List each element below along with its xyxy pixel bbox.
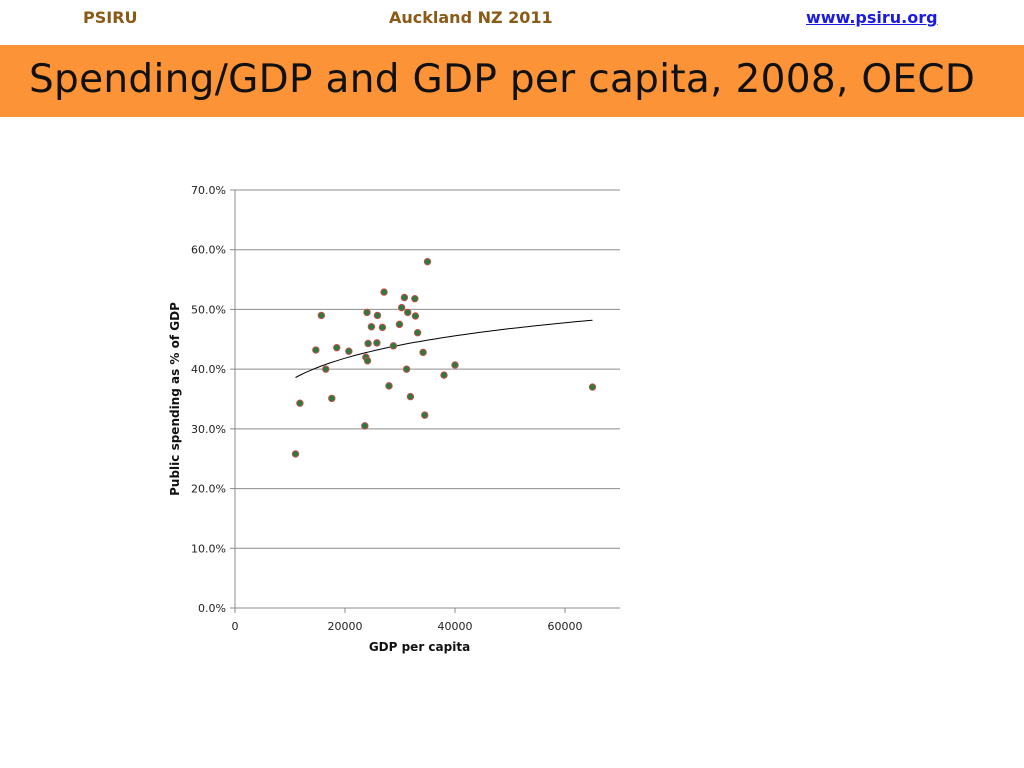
header-bar: PSIRU Auckland NZ 2011 www.psiru.org [0, 0, 1024, 38]
data-point [440, 371, 448, 379]
y-tick-label: 20.0% [191, 483, 226, 496]
title-bar: Spending/GDP and GDP per capita, 2008, O… [0, 45, 1024, 117]
data-point [421, 411, 429, 419]
data-point [389, 342, 398, 350]
data-point [328, 394, 336, 403]
data-point [400, 293, 409, 302]
event-label: Auckland NZ 2011 [389, 8, 553, 27]
data-point [317, 311, 326, 320]
data-point [404, 308, 412, 317]
data-point [333, 343, 341, 352]
data-point [411, 312, 420, 320]
data-point [419, 348, 427, 357]
y-tick-label: 40.0% [191, 363, 226, 376]
data-point [413, 329, 422, 337]
data-point [402, 365, 411, 373]
data-point [385, 382, 393, 390]
y-tick-label: 50.0% [191, 303, 226, 316]
trendline [295, 319, 593, 378]
data-point [322, 365, 330, 373]
data-point [296, 399, 304, 407]
y-tick-label: 30.0% [191, 423, 226, 436]
data-point [373, 339, 381, 347]
data-point [367, 323, 376, 331]
y-axis-title: Public spending as % of GDP [168, 302, 182, 496]
x-tick-label: 60000 [548, 620, 583, 633]
y-tick-label: 0.0% [198, 602, 226, 615]
data-point [423, 257, 432, 266]
data-point [345, 347, 353, 355]
data-point [406, 392, 415, 401]
data-point [395, 320, 404, 329]
x-tick-label: 20000 [328, 620, 363, 633]
y-tick-label: 70.0% [191, 184, 226, 197]
org-label: PSIRU [83, 8, 138, 27]
x-tick-label: 40000 [438, 620, 473, 633]
data-point [378, 323, 387, 332]
y-tick-label: 10.0% [191, 542, 226, 555]
data-point [397, 303, 406, 312]
data-point [364, 339, 372, 348]
data-point [411, 294, 419, 303]
website-link[interactable]: www.psiru.org [806, 8, 938, 27]
data-points [291, 257, 597, 458]
axes [230, 189, 620, 613]
data-point [312, 346, 320, 354]
slide-title: Spending/GDP and GDP per capita, 2008, O… [29, 57, 976, 102]
data-point [373, 311, 382, 320]
data-point [451, 361, 459, 369]
x-tick-label: 0 [232, 620, 239, 633]
data-point [380, 288, 388, 296]
data-point [361, 422, 369, 430]
tick-labels: 0.0% 10.0% 20.0% 30.0% 40.0% 50.0% 60.0% 70.0% 0… [191, 184, 582, 633]
data-point [291, 450, 300, 458]
data-point [588, 383, 597, 391]
x-axis-title: GDP per capita [369, 640, 470, 654]
gridlines [235, 189, 620, 549]
y-tick-label: 60.0% [191, 244, 226, 257]
data-point [363, 308, 371, 317]
data-point [363, 357, 372, 365]
data-point [362, 353, 370, 361]
